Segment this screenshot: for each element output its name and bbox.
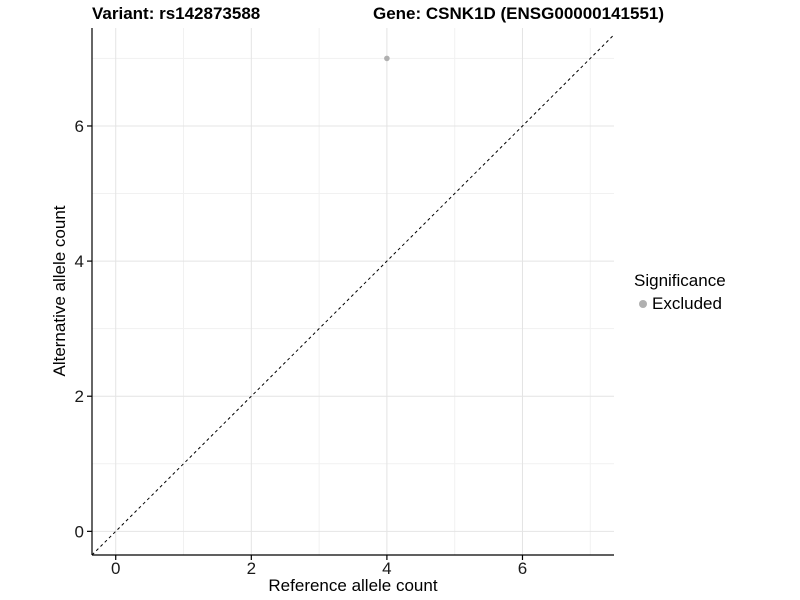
x-tick-label: 4 — [382, 559, 391, 578]
excluded-point-icon — [639, 300, 647, 308]
y-tick-label: 2 — [75, 387, 84, 406]
identity-reference-line — [91, 34, 615, 556]
y-tick-label: 4 — [75, 252, 84, 271]
gene-title: Gene: CSNK1D (ENSG00000141551) — [373, 4, 665, 23]
x-axis-title: Reference allele count — [268, 576, 438, 595]
legend-title: Significance — [634, 271, 726, 290]
legend-key — [634, 295, 652, 313]
x-tick-label: 2 — [247, 559, 256, 578]
x-tick-label: 6 — [518, 559, 527, 578]
y-axis-title: Alternative allele count — [50, 205, 69, 377]
legend-item-label: Excluded — [652, 294, 722, 313]
legend-item-excluded: Excluded — [634, 294, 726, 314]
y-tick-label: 6 — [75, 117, 84, 136]
legend: Significance Excluded — [634, 271, 726, 314]
y-tick-label: 0 — [75, 522, 84, 541]
x-tick-label: 0 — [111, 559, 120, 578]
variant-title: Variant: rs142873588 — [92, 4, 261, 23]
data-point — [384, 55, 390, 62]
